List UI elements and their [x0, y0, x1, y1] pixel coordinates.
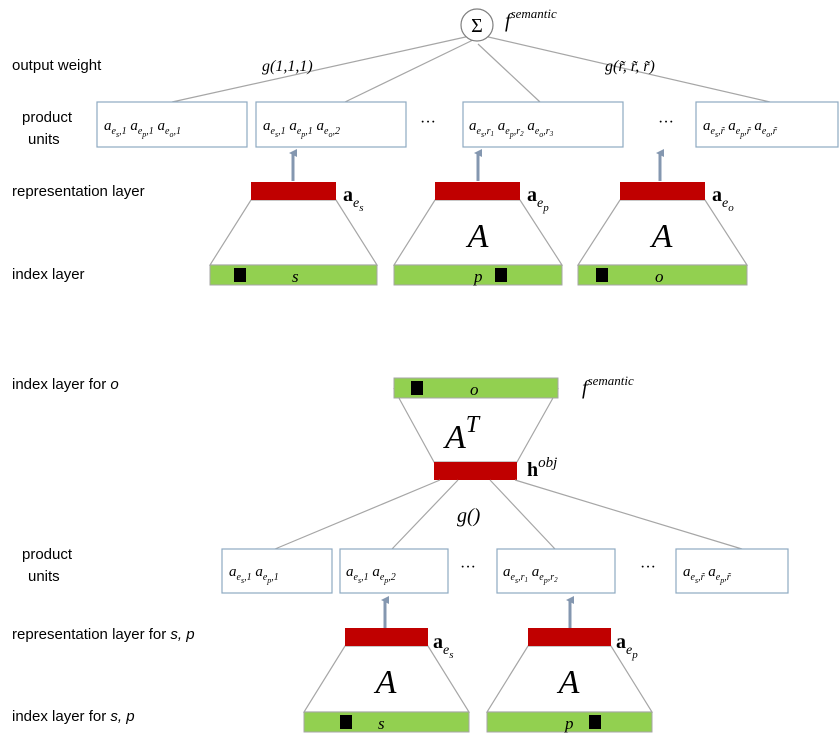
index-bar-p — [393, 264, 563, 286]
index-label-o-bottom: o — [470, 380, 479, 399]
product-unit-box-b1 — [221, 548, 333, 594]
product-unit-box-b4 — [675, 548, 789, 594]
weight-line-3 — [477, 43, 541, 103]
representation-bar-s — [251, 182, 336, 200]
label-product-units-line2-bottom: units — [28, 568, 60, 585]
one-hot-marker-s — [234, 268, 246, 282]
vector-label-p-bottom: aep — [616, 631, 638, 661]
ellipsis-top-2: ··· — [658, 114, 674, 131]
transpose-label: AT — [443, 412, 481, 456]
weight-line-4 — [483, 35, 771, 103]
one-hot-marker-o — [596, 268, 608, 282]
bottom-line-2 — [391, 479, 459, 550]
representation-bar-p — [435, 182, 520, 200]
index-label-s: s — [292, 267, 299, 286]
index-bar-p-bottom — [486, 711, 653, 733]
bottom-line-4 — [514, 479, 743, 550]
ellipsis-bottom-2: ··· — [640, 559, 656, 576]
label-output-weight: output weight — [12, 57, 102, 74]
representation-bar-o — [620, 182, 705, 200]
vector-label-s-bottom: aes — [433, 631, 454, 661]
product-unit-box-b3 — [496, 548, 616, 594]
bottom-weight-lines — [274, 479, 743, 550]
weight-line-1 — [171, 35, 471, 103]
one-hot-marker-p — [495, 268, 507, 282]
representation-bar-p-bottom — [528, 628, 611, 646]
sum-node — [460, 8, 494, 42]
ellipsis-bottom-1: ··· — [460, 559, 476, 576]
index-bar-s — [209, 264, 378, 286]
product-unit-box-2 — [255, 101, 407, 148]
f-semantic-top: fsemantic — [505, 6, 557, 32]
sum-symbol: Σ — [471, 15, 483, 37]
label-product-units-line1-bottom: product — [22, 546, 73, 563]
one-hot-marker-s-bottom — [340, 715, 352, 729]
index-label-o: o — [655, 267, 664, 286]
index-bar-o — [577, 264, 748, 286]
vector-label-s: aes — [343, 184, 364, 214]
index-label-p: p — [473, 267, 483, 286]
ellipsis-top-1: ··· — [420, 114, 436, 131]
top-weight-lines — [171, 35, 771, 103]
g-label: g() — [457, 505, 481, 527]
label-representation-layer-for-sp: representation layer for s, p — [12, 626, 195, 643]
label-index-layer-for-o: index layer for o — [12, 376, 119, 393]
index-bar-s-bottom — [303, 711, 470, 733]
index-bar-o-bottom — [393, 377, 559, 399]
matrix-label-s-bottom: A — [374, 664, 397, 701]
weight-last: g(r̃, r̃, r̃) — [605, 58, 655, 75]
index-label-p-bottom: p — [564, 714, 574, 733]
vector-label-p: aep — [527, 184, 549, 214]
hidden-obj-label: hobj — [527, 455, 557, 481]
product-unit-box-3 — [462, 101, 624, 148]
product-unit-box-b2 — [339, 548, 449, 594]
vector-label-o: aeo — [712, 184, 734, 214]
label-product-units-line2: units — [28, 131, 60, 148]
top-diagram: output weight product units representati… — [12, 6, 839, 286]
hidden-obj-bar — [434, 462, 517, 480]
matrix-label-o: A — [650, 218, 673, 255]
label-product-units-line1: product — [22, 109, 73, 126]
bottom-line-3 — [489, 479, 556, 550]
embedding-trapezoid-s — [208, 199, 379, 266]
bottom-line-1 — [274, 479, 441, 550]
f-semantic-bottom: fsemantic — [582, 373, 634, 399]
one-hot-marker-o-bottom — [411, 381, 423, 395]
one-hot-marker-p-bottom — [589, 715, 601, 729]
bottom-diagram: index layer for o product units represen… — [12, 373, 789, 733]
label-index-layer: index layer — [12, 266, 85, 283]
index-label-s-bottom: s — [378, 714, 385, 733]
product-unit-box-4 — [695, 101, 839, 148]
product-unit-box-1 — [96, 101, 248, 148]
matrix-label-p-bottom: A — [557, 664, 580, 701]
weight-first: g(1,1,1) — [262, 58, 313, 75]
representation-bar-s-bottom — [345, 628, 428, 646]
label-representation-layer: representation layer — [12, 183, 145, 200]
label-index-layer-for-sp: index layer for s, p — [12, 708, 135, 725]
matrix-label-p: A — [466, 218, 489, 255]
weight-line-2 — [344, 39, 474, 103]
